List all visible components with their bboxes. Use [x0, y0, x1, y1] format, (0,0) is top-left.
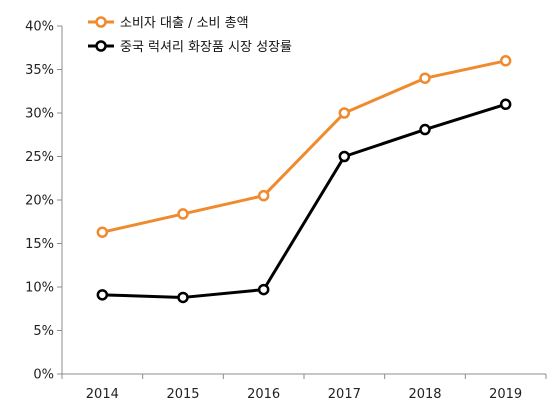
x-tick-label: 2017 [328, 387, 361, 402]
series-line [102, 59, 506, 234]
legend-label: 중국 럭셔리 화장품 시장 성장률 [120, 40, 292, 55]
data-point [419, 123, 431, 136]
data-point [338, 107, 351, 119]
data-point [338, 150, 351, 163]
data-point [177, 208, 189, 220]
data-point [499, 55, 512, 67]
data-point [257, 283, 270, 296]
axes [61, 26, 546, 375]
series-line [102, 102, 507, 299]
y-tick-label: 25% [25, 150, 54, 165]
series-2 [96, 98, 512, 304]
x-tick-label: 2015 [166, 387, 199, 402]
legend-swatch-marker [95, 16, 107, 28]
data-point [96, 226, 109, 238]
x-tick-label: 2014 [86, 387, 119, 402]
y-tick-label: 35% [25, 63, 54, 78]
y-tick-label: 0% [33, 368, 54, 383]
series-lines [96, 55, 512, 304]
data-point [499, 98, 512, 111]
data-point [257, 189, 270, 202]
legend-entry: 소비자 대출 / 소비 총액 [88, 16, 249, 31]
y-tick-label: 10% [25, 281, 54, 296]
series-1 [96, 55, 512, 238]
x-tick-label: 2016 [247, 387, 280, 402]
data-point [96, 289, 109, 301]
legend-entry: 중국 럭셔리 화장품 시장 성장률 [88, 40, 292, 55]
data-point [177, 291, 189, 304]
legend-label: 소비자 대출 / 소비 총액 [120, 16, 249, 31]
y-tick-label: 5% [33, 324, 54, 339]
y-tick-label: 20% [25, 194, 54, 209]
x-tick-label: 2019 [489, 387, 522, 402]
y-tick-label: 40% [25, 20, 54, 35]
x-axis-ticks: 2014 2015 2016 2017 2018 2019 [61, 374, 547, 402]
y-tick-label: 15% [25, 237, 54, 252]
y-axis-ticks: 0% 5% 10% 15% 20% 25% 30% 35% 40% [25, 20, 62, 383]
x-tick-label: 2018 [408, 387, 441, 402]
legend-swatch-marker [95, 40, 107, 52]
data-point [419, 72, 431, 84]
y-tick-label: 30% [25, 107, 54, 122]
